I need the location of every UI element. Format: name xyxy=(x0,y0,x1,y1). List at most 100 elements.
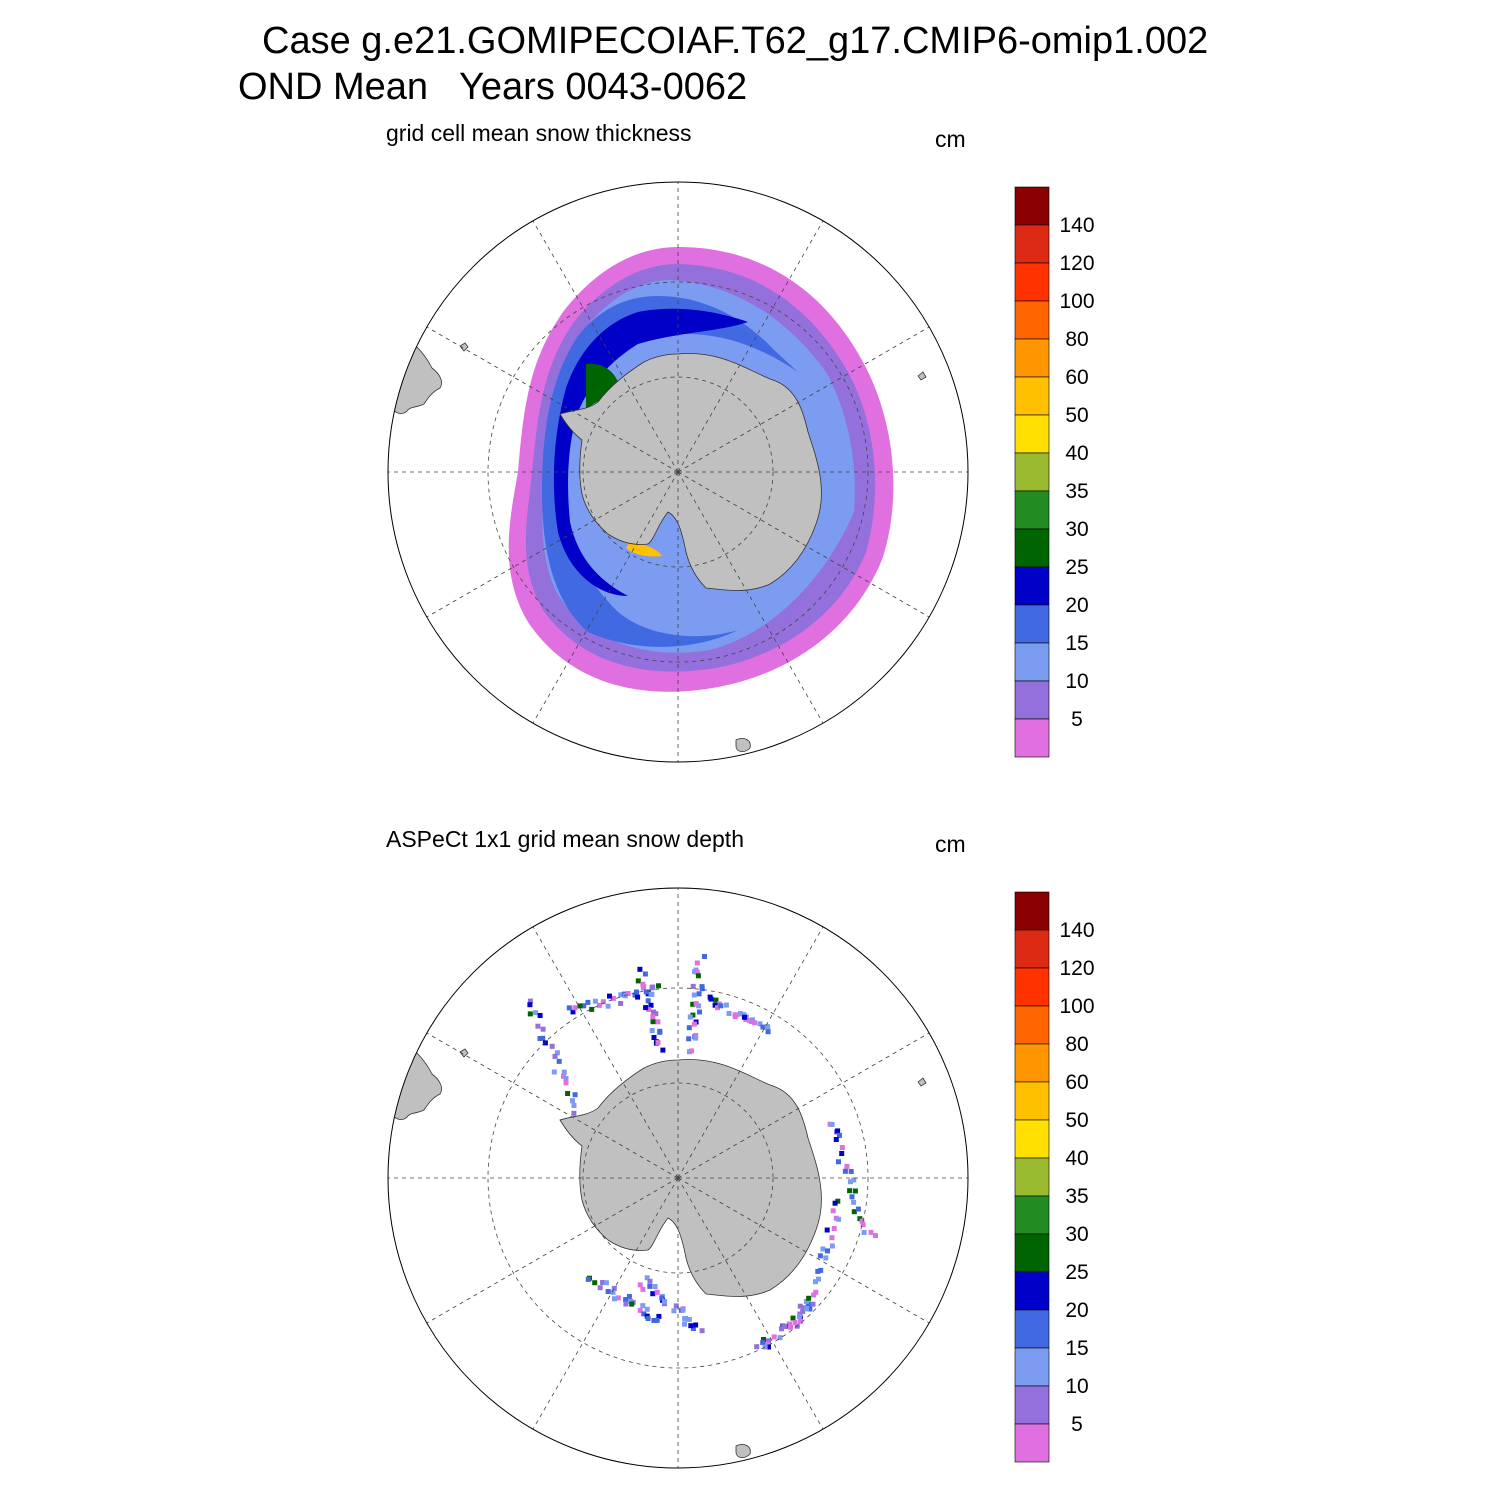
observation-cell-17 xyxy=(563,1076,569,1081)
observation-cell-204 xyxy=(760,1340,766,1346)
observation-cell-227 xyxy=(641,1311,647,1317)
observation-cell-161 xyxy=(831,1226,837,1231)
observation-cell-148 xyxy=(851,1209,857,1215)
observation-cell-149 xyxy=(855,1206,861,1212)
observation-cell-257 xyxy=(688,1323,694,1329)
colorbar-box-5 xyxy=(1014,528,1050,568)
observation-cell-191 xyxy=(792,1320,798,1326)
observation-cell-44 xyxy=(634,989,639,995)
observation-cell-2 xyxy=(527,1011,533,1017)
observation-cell-211 xyxy=(600,1280,606,1285)
observation-cell-4 xyxy=(537,1013,543,1018)
colorbar-label: 140 xyxy=(1059,214,1094,237)
meridian xyxy=(426,1177,679,1324)
observation-cell-1 xyxy=(527,1002,533,1008)
colorbar-label: 80 xyxy=(1065,1033,1088,1056)
colorbar-label: 30 xyxy=(1065,518,1088,541)
observation-cell-169 xyxy=(815,1268,821,1274)
observation-cell-151 xyxy=(860,1222,866,1228)
snow-contour-50 xyxy=(626,542,662,557)
observation-cell-164 xyxy=(829,1243,835,1249)
observation-cell-184 xyxy=(807,1306,813,1312)
observation-cell-100 xyxy=(693,1035,699,1041)
observation-cell-219 xyxy=(623,1297,629,1302)
observation-cell-105 xyxy=(708,996,714,1002)
island-2 xyxy=(917,1077,927,1087)
observation-cell-106 xyxy=(713,997,719,1003)
observation-cell-198 xyxy=(779,1326,784,1332)
colorbar-box-10 xyxy=(1014,338,1050,378)
observation-cell-210 xyxy=(592,1280,598,1286)
observation-cell-26 xyxy=(570,1009,576,1015)
observation-cell-167 xyxy=(817,1253,823,1259)
observation-cell-46 xyxy=(635,994,641,1000)
colorbar-box-1 xyxy=(1014,1385,1050,1425)
observation-cell-207 xyxy=(754,1344,760,1350)
observation-cell-35 xyxy=(596,1002,602,1008)
observation-cell-238 xyxy=(647,1283,653,1289)
meridian xyxy=(532,926,679,1179)
observation-cell-38 xyxy=(607,993,612,999)
colorbar-label: 15 xyxy=(1065,1337,1088,1360)
observation-cell-15 xyxy=(561,1069,567,1075)
observation-cell-36 xyxy=(605,1003,611,1009)
observation-cell-23 xyxy=(571,1110,577,1116)
meridian xyxy=(426,326,679,473)
observation-cell-237 xyxy=(640,1286,646,1292)
observation-cell-77 xyxy=(660,1047,666,1053)
colorbar-label: 40 xyxy=(1065,442,1088,465)
observation-cell-258 xyxy=(693,1322,699,1328)
colorbar-label: 20 xyxy=(1065,1299,1088,1322)
observation-cell-165 xyxy=(820,1246,826,1252)
colorbar-box-11 xyxy=(1014,300,1050,340)
graticule xyxy=(388,182,968,762)
observation-cell-7 xyxy=(537,1036,543,1041)
observation-cell-39 xyxy=(618,1001,624,1006)
observation-cell-133 xyxy=(835,1128,841,1134)
observation-cell-51 xyxy=(656,983,661,989)
meridian xyxy=(426,471,679,618)
map-panel-1 xyxy=(387,181,969,763)
observation-cell-171 xyxy=(816,1276,821,1282)
map-boundary xyxy=(387,181,969,763)
observation-cell-182 xyxy=(803,1298,809,1304)
observation-cell-178 xyxy=(800,1309,806,1315)
observation-cell-246 xyxy=(662,1299,668,1305)
observation-cell-27 xyxy=(566,1005,572,1011)
observation-cell-220 xyxy=(623,1301,629,1307)
observation-cell-154 xyxy=(861,1230,867,1235)
graticule xyxy=(388,888,968,1468)
latitude-circle xyxy=(487,987,869,1369)
observation-cell-189 xyxy=(796,1314,802,1320)
observation-cell-122 xyxy=(747,1018,753,1024)
colorbar-label: 80 xyxy=(1065,328,1088,351)
observation-cell-233 xyxy=(654,1317,660,1323)
observation-cell-160 xyxy=(836,1216,842,1222)
observation-cell-93 xyxy=(690,1012,696,1018)
island-1 xyxy=(735,1444,751,1458)
observation-cell-86 xyxy=(690,983,696,989)
observation-cell-59 xyxy=(648,991,654,997)
observation-cell-234 xyxy=(637,1282,643,1288)
observation-cell-76 xyxy=(655,1040,661,1046)
observation-cell-19 xyxy=(565,1091,571,1096)
observation-cell-158 xyxy=(830,1208,836,1214)
observation-cell-217 xyxy=(615,1295,621,1301)
colorbar-label: 40 xyxy=(1065,1147,1088,1170)
colorbar-box-7 xyxy=(1014,452,1050,492)
colorbar-label: 30 xyxy=(1065,1223,1088,1246)
colorbar-box-10 xyxy=(1014,1043,1050,1083)
observation-cell-67 xyxy=(650,1014,656,1020)
observation-cell-248 xyxy=(671,1308,677,1314)
colorbar-box-0 xyxy=(1014,718,1050,758)
colorbar-box-2 xyxy=(1014,642,1050,682)
colorbar-1: 5 10 15 20 25 30 35 40 50 60 80 100 120 140 xyxy=(1014,186,1095,758)
observation-cell-135 xyxy=(833,1137,839,1142)
meridian xyxy=(677,471,930,618)
observation-cell-163 xyxy=(829,1235,835,1241)
observation-cell-119 xyxy=(741,1012,747,1018)
panel-2-units: cm xyxy=(935,831,966,857)
observation-cell-120 xyxy=(742,1014,747,1020)
observation-cell-143 xyxy=(847,1179,853,1185)
observation-cell-9 xyxy=(542,1040,548,1046)
